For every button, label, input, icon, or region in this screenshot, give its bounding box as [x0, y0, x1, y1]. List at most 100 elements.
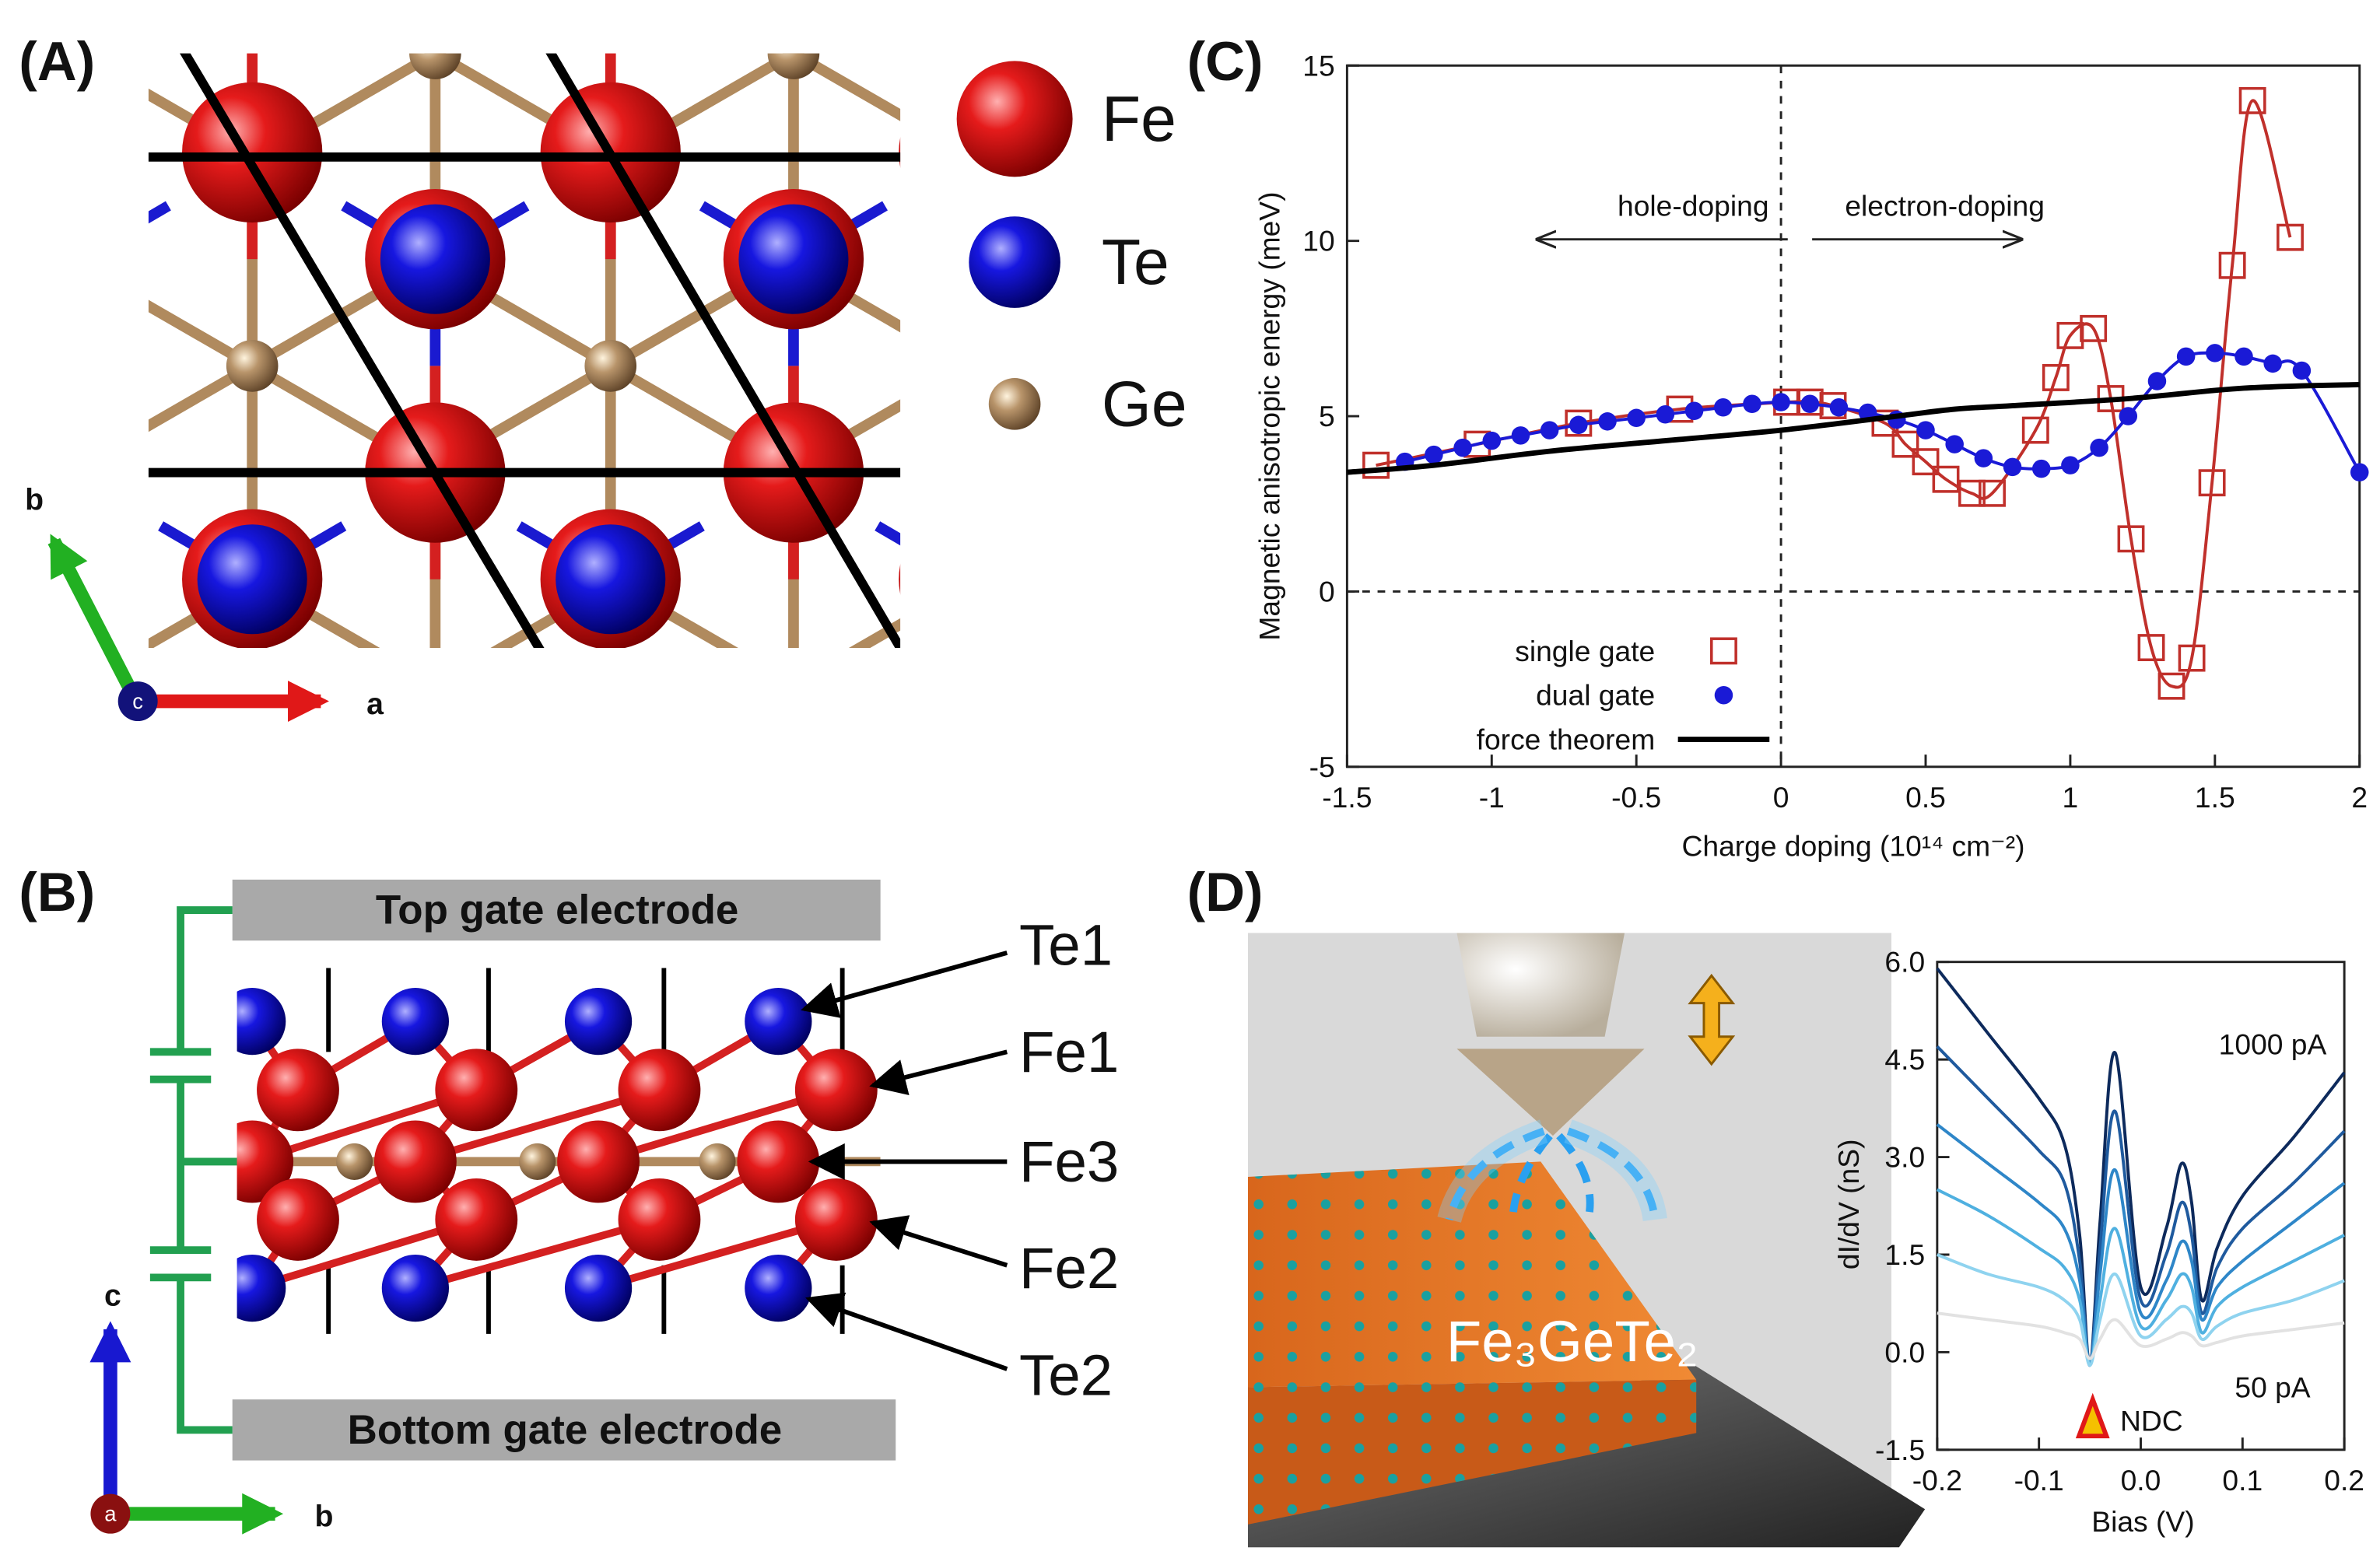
marker: [2061, 456, 2080, 474]
crystal-top-view: [0, 0, 1695, 793]
cell-line: [545, 53, 901, 648]
bond: [435, 53, 447, 58]
y-tick-label: 15: [1302, 49, 1334, 82]
ge-atom: [1126, 660, 1178, 712]
marker: [1482, 431, 1502, 450]
marker: [1684, 401, 1704, 421]
bond: [0, 259, 79, 366]
marker: [1569, 415, 1588, 435]
y-tick-label: 0: [1319, 575, 1335, 607]
ge-atom: [226, 340, 279, 392]
bond: [969, 526, 1060, 579]
fe-atom: [7, 189, 147, 329]
marker: [2218, 251, 2246, 279]
bond: [793, 53, 804, 58]
marker: [2021, 416, 2049, 444]
annotation: 50 pA: [2235, 1371, 2310, 1403]
fe-atom: [618, 1049, 701, 1132]
marker: [2235, 347, 2253, 366]
fe-atom: [373, 1120, 457, 1203]
crystal-side-view: [237, 968, 881, 1334]
y-tick-label: 6.0: [1884, 946, 1925, 979]
x-tick-label: 0: [1773, 781, 1789, 814]
y-tick-label: 1.5: [1884, 1238, 1925, 1271]
marker: [1772, 393, 1790, 411]
legend-symbol: [1714, 685, 1733, 705]
panel-label: (B): [19, 861, 95, 923]
label-arrow: [805, 1292, 1008, 1371]
axes-glyph: b c a: [25, 483, 384, 723]
fe-atom: [435, 1178, 518, 1261]
te-atom: [380, 204, 490, 314]
label-arrow: [869, 1049, 1008, 1095]
fe-atom: [794, 1049, 878, 1132]
x-tick-label: -0.5: [1611, 781, 1661, 814]
axis-letter: c: [132, 689, 143, 713]
marker: [2090, 438, 2108, 457]
x-tick-label: -1: [1479, 781, 1505, 814]
y-tick-label: 10: [1302, 225, 1334, 257]
bond: [148, 299, 255, 371]
x-axis-label: Charge doping (10¹⁴ cm⁻²): [1682, 830, 2025, 863]
panel-label: (C): [1187, 30, 1264, 92]
fe-atom: [737, 1120, 820, 1203]
panel-label: (A): [19, 30, 95, 92]
bond: [77, 0, 262, 54]
marker: [2042, 364, 2070, 391]
tunnel-current: [1445, 1127, 1660, 1221]
marker: [1656, 405, 1675, 424]
axis-letter: b: [25, 483, 44, 516]
atom-label: Fe1: [1019, 1020, 1119, 1084]
bond: [0, 366, 79, 472]
marker: [1800, 394, 1820, 414]
bond: [424, 53, 436, 58]
marker: [1453, 438, 1472, 457]
marker: [2117, 525, 2145, 553]
circuit-wire: [149, 906, 242, 1434]
marker: [1511, 426, 1530, 445]
bond: [783, 53, 794, 58]
annotation: hole-doping: [1618, 190, 1769, 222]
bond: [1510, 0, 1695, 54]
x-tick-label: 2: [2351, 781, 2368, 814]
marker: [1979, 479, 2006, 507]
marker: [2277, 223, 2304, 251]
ge-atom: [409, 53, 461, 79]
label-arrow: [869, 1215, 1008, 1268]
legend-label: Te: [1102, 226, 1169, 298]
bond: [608, 686, 794, 793]
ge-atom: [519, 1143, 556, 1180]
marker: [1362, 451, 1390, 479]
fe-atom: [257, 1178, 339, 1261]
chart: -1.5 -1 -0.5 0 0.5 1 1.5 2 -5 0 5 10 15 Charge doping…: [1253, 49, 2369, 863]
bond: [597, 1086, 838, 1166]
marker: [2137, 634, 2165, 662]
marker: [1974, 449, 1993, 467]
x-tick-label: 1: [2063, 781, 2079, 814]
marker: [2198, 469, 2226, 497]
x-tick-label: -0.1: [2014, 1464, 2064, 1497]
axis-letter: b: [315, 1500, 334, 1534]
bond: [790, 53, 901, 121]
bond: [414, 1086, 661, 1166]
y-tick-label: -1.5: [1875, 1434, 1925, 1466]
marker: [1713, 398, 1733, 417]
marker: [1743, 394, 1761, 414]
series-line: [1936, 1045, 2346, 1367]
fe-atom: [794, 1178, 878, 1261]
fe-atom: [182, 82, 323, 223]
material-label: Fe₃GeTe₂: [1446, 1309, 1698, 1374]
marker: [1932, 465, 1960, 493]
ndc-marker: [2075, 1392, 2110, 1439]
bond: [794, 686, 979, 793]
legend-label: single gate: [1515, 635, 1655, 667]
marker: [1598, 412, 1617, 431]
axis-letter: a: [366, 688, 384, 721]
chart: -0.2 -0.1 0.0 0.1 0.2 -1.5 0.0 1.5 3.0 4.5 6.0 Bias…: [1832, 946, 2364, 1538]
marker: [2292, 361, 2312, 380]
bond: [967, 686, 1152, 793]
te-atom: [745, 988, 812, 1056]
fe-atom: [257, 1049, 339, 1132]
annotation: 1000 pA: [2219, 1028, 2327, 1061]
fe-atom: [899, 565, 901, 594]
